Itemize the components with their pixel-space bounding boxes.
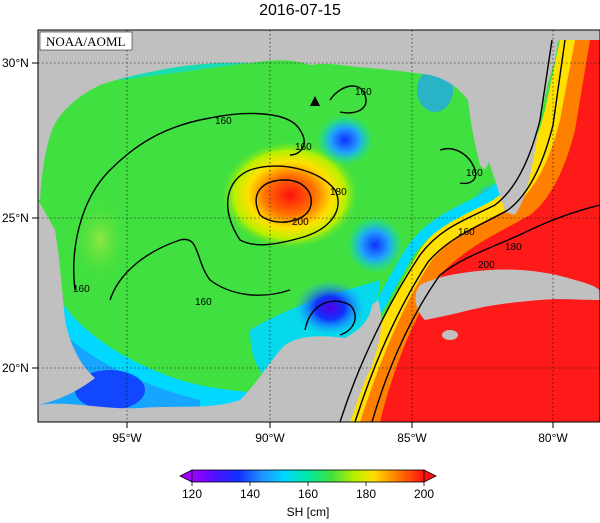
land-mexico-west [38, 200, 95, 405]
land-isla-juventud [442, 330, 458, 340]
credit-box: NOAA/AOML [39, 31, 133, 51]
land-north-america [38, 30, 600, 200]
contour-160-west [73, 112, 305, 291]
lon-label: 95°W [112, 431, 142, 445]
contour-label: 200 [292, 217, 309, 228]
contour-160-east [439, 148, 477, 185]
cold-eddy-north [317, 115, 373, 165]
contours [73, 39, 600, 422]
contour-label: 160 [355, 87, 372, 98]
contour-180-loop [354, 39, 566, 422]
contour-160-south [109, 238, 291, 301]
axis-ticks [32, 62, 554, 428]
green-blob-west [70, 195, 130, 285]
caribbean-warm [380, 30, 600, 422]
colorbar: 120 140 160 180 200 SH [cm] [179, 469, 437, 519]
lon-label: 90°W [255, 431, 285, 445]
contour-200-loop [371, 204, 600, 422]
contour-labels: 160 160 160 160 160 160 160 180 200 180 … [73, 87, 522, 308]
graticule [38, 30, 600, 422]
triangle-icon [310, 96, 320, 106]
contour-label: 180 [330, 187, 347, 198]
plot-frame [37, 29, 600, 423]
contour-160-southeddy [304, 300, 356, 336]
lat-label: 30°N [2, 56, 29, 70]
land-cuba [415, 269, 600, 320]
colorbar-label: SH [cm] [287, 505, 330, 519]
colorbar-tick: 140 [240, 487, 260, 501]
contour-label: 160 [466, 168, 483, 179]
lon-label: 80°W [538, 431, 568, 445]
lat-label: 20°N [2, 361, 29, 375]
warm-ring-eddy [220, 140, 360, 250]
contour-160-loop [339, 39, 553, 422]
credit-text: NOAA/AOML [46, 34, 126, 49]
contour-160-north [329, 85, 367, 114]
cold-eddy-south [294, 280, 366, 336]
blue-eddy-sw [75, 370, 145, 410]
contour-180-eddy [226, 165, 339, 246]
contour-label: 160 [195, 297, 212, 308]
contour-label: 180 [505, 242, 522, 253]
contour-label: 160 [458, 227, 475, 238]
colorbar-tick: 200 [414, 487, 434, 501]
contour-label: 160 [73, 284, 90, 295]
colorbar-tick: 120 [182, 487, 202, 501]
colorbar-tick: 180 [356, 487, 376, 501]
land-yucatan [38, 300, 382, 422]
contour-label: 200 [478, 260, 495, 271]
map-title: 2016-07-15 [259, 2, 341, 19]
contour-200-eddy [255, 179, 312, 223]
cold-eddy-central [347, 217, 403, 273]
contour-label: 160 [215, 116, 232, 127]
lat-label: 25°N [2, 211, 29, 225]
contour-label: 160 [295, 142, 312, 153]
lon-label: 85°W [397, 431, 427, 445]
colorbar-tick: 160 [298, 487, 318, 501]
land-florida [479, 30, 560, 215]
